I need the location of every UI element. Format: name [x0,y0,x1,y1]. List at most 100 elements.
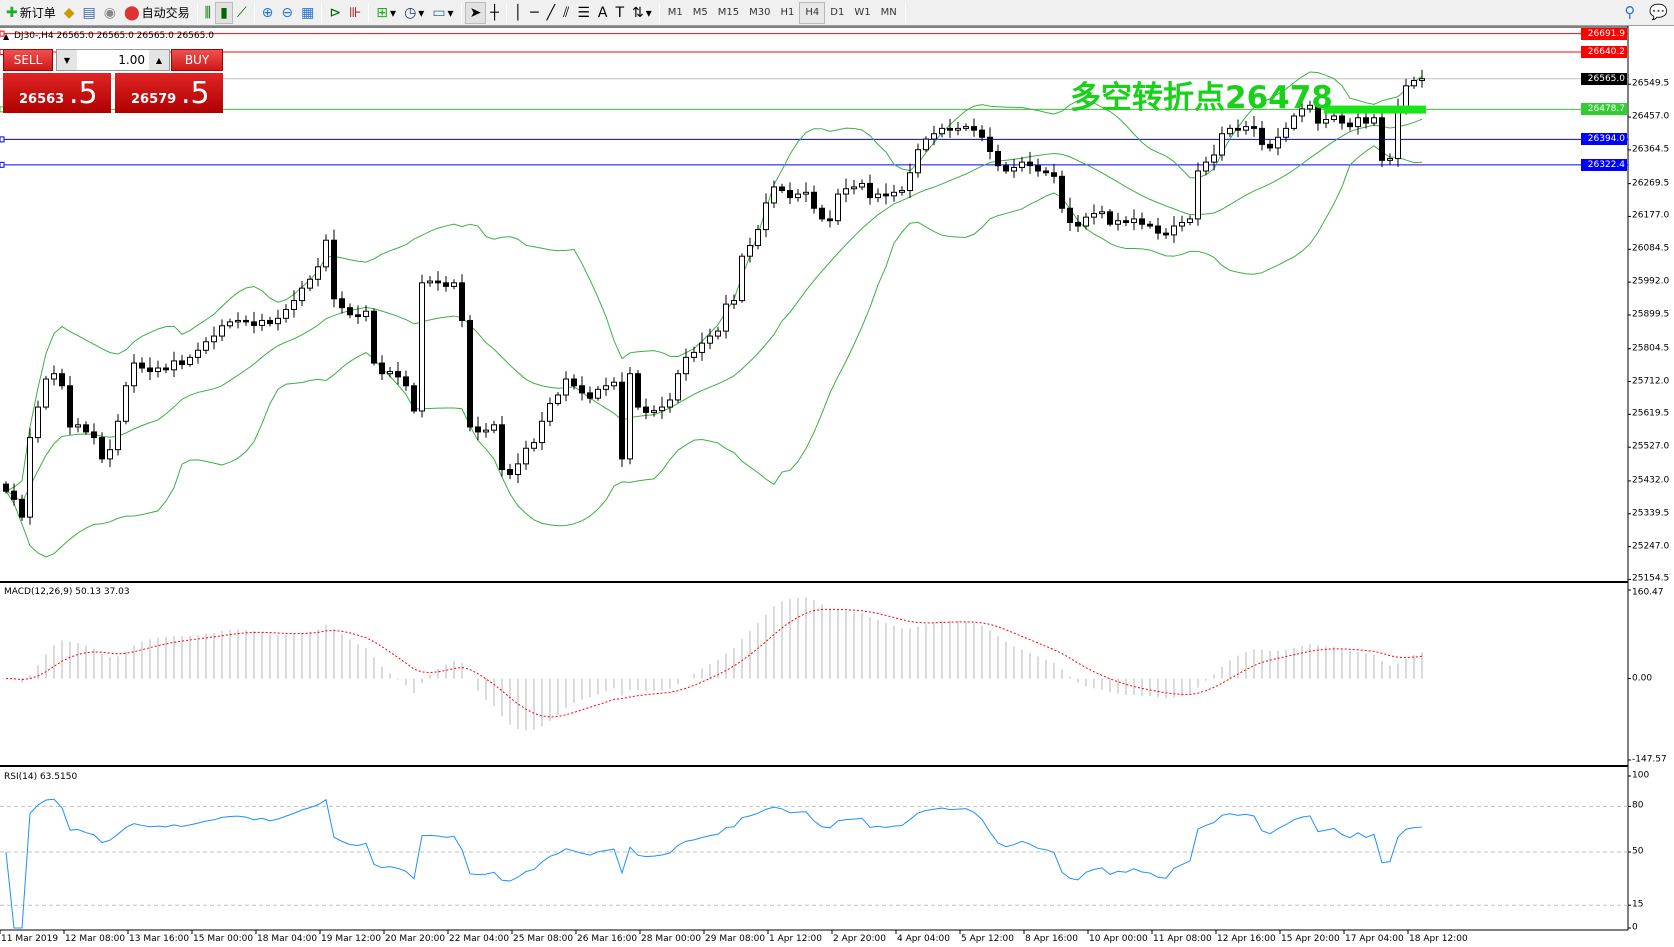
bull-candle-body [107,449,113,460]
bull-candle-body [1019,161,1025,168]
fibonacci-button[interactable]: ☰ [573,2,594,24]
bull-candle-body [699,342,705,353]
vertical-line-button[interactable]: │ [510,2,526,24]
zoom-in-button[interactable]: ⊕ [258,2,278,24]
candle [515,453,521,484]
new-order-icon: ✚ [6,4,18,21]
trendline-button[interactable]: ╱ [543,2,559,24]
chart-shift-button[interactable]: ⊪ [345,2,365,24]
vertical-line-icon: │ [513,4,523,21]
bear-candle-body [435,280,441,284]
chart-area[interactable] [0,26,1674,947]
timeframe-d1[interactable]: D1 [830,7,845,18]
arrows-button[interactable]: ⇅ ▾ [632,4,652,21]
cursor-button[interactable]: ➤ [464,1,487,24]
templates-button[interactable]: ▭ ▾ [432,4,454,21]
bull-candle-body [75,424,81,428]
new-order-button[interactable]: ✚ 新订单 [6,4,56,21]
timeframe-mn[interactable]: MN [880,7,897,18]
candle [1155,217,1161,240]
bull-candle-body [843,188,849,195]
candle [51,365,57,386]
text-icon: A [597,4,608,21]
bear-candle-body [1027,161,1033,167]
bull-candle-body [1355,117,1361,128]
bear-candle-body [1075,221,1081,227]
bull-candle-body [659,406,665,412]
autoscroll-button[interactable]: ⊳ [325,2,345,24]
zoom-out-button[interactable]: ⊖ [277,2,297,24]
candle [1003,162,1009,174]
tile-windows-button[interactable]: ▦ [297,2,318,24]
timeframe-m30[interactable]: M30 [749,7,771,18]
bull-candle-body [675,373,681,401]
timeframe-w1[interactable]: W1 [854,7,871,18]
price-axis-label: 25432.0 [1632,475,1670,486]
candle [219,319,225,342]
equidistant-channel-button[interactable]: ⫽ [559,2,573,24]
candle [323,234,329,272]
candle [291,290,297,318]
candle-chart-button[interactable]: ▮ [215,1,233,24]
candle [675,369,681,404]
chat-icon[interactable]: 💬 [1649,3,1668,21]
bull-candle-body [1323,119,1329,124]
price-line-label: 26640.2 [1581,46,1627,58]
candle [19,494,25,521]
lot-decrease-icon[interactable]: ▼ [57,50,77,70]
chart-annotation[interactable]: 多空转折点26478 [1070,80,1333,116]
rsi-title: RSI(14) 63.5150 [4,772,78,782]
time-axis-label: 15 Mar 00:00 [193,934,254,944]
bear-candle-body [267,319,273,325]
bear-candle-body [619,381,625,460]
sell-price-main: 26563 [19,92,65,107]
candle [1307,100,1313,113]
line-chart-button[interactable]: ⟋ [233,2,251,24]
timeframe-m15[interactable]: M15 [717,7,740,18]
timeframe-h4[interactable]: H4 [799,1,826,24]
candle [771,180,777,209]
search-icon[interactable]: ⚲ [1624,3,1636,21]
time-axis-label: 19 Mar 12:00 [321,934,382,944]
auto-trading-button[interactable]: ⬤ 自动交易 [123,4,190,21]
bull-candle-body [235,319,241,323]
candle [835,188,841,225]
sell-button[interactable]: SELL [3,49,53,71]
bull-candle-body [739,255,745,302]
lot-increase-icon[interactable]: ▲ [149,50,169,70]
metaeditor-button[interactable]: ◆ [60,2,79,24]
bull-candle-body [211,335,217,343]
crosshair-button[interactable]: ┼ [486,2,502,24]
candle [371,308,377,366]
time-axis-label: 2 Apr 20:00 [833,934,886,944]
timeframe-m5[interactable]: M5 [692,7,708,18]
bull-candle-body [651,410,657,413]
collapse-arrow-icon[interactable]: ▲ [3,32,10,41]
lot-value[interactable]: 1.00 [118,53,145,67]
bull-candle-body [915,149,921,174]
sell-price[interactable]: 26563 .5 [3,73,111,113]
buy-price[interactable]: 26579 .5 [115,73,223,113]
text-label-button[interactable]: T [611,2,628,24]
bull-candle-body [227,321,233,327]
candle [787,182,793,205]
text-button[interactable]: A [594,2,612,24]
terminal-button[interactable]: ▤ [79,2,100,24]
candle [563,371,569,402]
text-label-icon: T [615,4,625,21]
candle [411,382,417,414]
timeframe-m1[interactable]: M1 [667,7,683,18]
indicators-button[interactable]: ⊞ ▾ [376,4,397,21]
buy-button[interactable]: BUY [171,49,223,71]
bull-candle-body [1187,218,1193,223]
signals-button[interactable]: ◉ [100,2,120,24]
periods-button[interactable]: ◷ ▾ [404,4,425,21]
terminal-icon: ▤ [82,4,96,21]
candle [891,184,897,202]
bar-chart-button[interactable]: ⫼ [201,2,215,24]
candle [619,372,625,467]
timeframe-h1[interactable]: H1 [780,7,795,18]
lot-size-input[interactable]: ▼ 1.00 ▲ [56,49,170,71]
horizontal-line-button[interactable]: ─ [526,2,542,24]
bear-candle-body [819,207,825,220]
